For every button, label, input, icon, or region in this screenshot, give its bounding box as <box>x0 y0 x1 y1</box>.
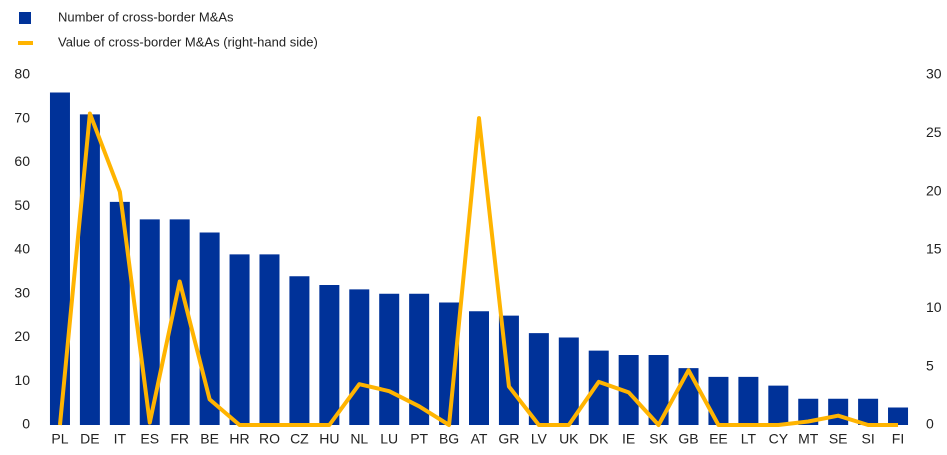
x-tick-label: EE <box>709 431 728 447</box>
y-tick-label: 70 <box>14 109 30 125</box>
bar <box>768 385 789 425</box>
bar <box>109 201 130 425</box>
x-tick-label: NL <box>350 431 368 447</box>
bar <box>648 355 669 425</box>
bar <box>738 376 759 425</box>
x-tick-label: PL <box>51 431 68 447</box>
x-tick-label: UK <box>559 431 579 447</box>
x-tick-label: HR <box>229 431 249 447</box>
x-tick-label: BG <box>439 431 459 447</box>
x-tick-label: FI <box>892 431 904 447</box>
bar <box>618 355 639 425</box>
bar <box>229 254 250 425</box>
bar <box>259 254 280 425</box>
x-tick-label: LU <box>380 431 398 447</box>
legend-label: Number of cross-border M&As <box>58 9 234 24</box>
x-tick-label: CY <box>769 431 789 447</box>
bar <box>409 293 430 425</box>
x-tick-label: BE <box>200 431 219 447</box>
x-tick-label: SK <box>649 431 668 447</box>
y2-tick-label: 5 <box>926 357 934 373</box>
y-tick-label: 10 <box>14 372 30 388</box>
x-tick-label: LT <box>741 431 757 447</box>
bar <box>528 333 549 425</box>
legend-label: Value of cross-border M&As (right-hand s… <box>58 34 318 49</box>
bar <box>289 276 310 425</box>
y2-tick-label: 10 <box>926 299 942 315</box>
y2-tick-label: 20 <box>926 182 942 198</box>
bar <box>49 92 70 425</box>
bar <box>678 368 699 425</box>
y-tick-label: 50 <box>14 197 30 213</box>
x-tick-label: DE <box>80 431 99 447</box>
y-tick-label: 20 <box>14 328 30 344</box>
bar <box>169 219 190 425</box>
bar <box>469 311 489 425</box>
x-tick-label: PT <box>410 431 428 447</box>
bar <box>708 376 729 425</box>
y2-tick-label: 0 <box>926 416 934 432</box>
bar <box>588 350 609 425</box>
x-tick-label: GR <box>498 431 519 447</box>
bar <box>79 114 100 425</box>
x-tick-label: CZ <box>290 431 309 447</box>
x-tick-label: SE <box>829 431 848 447</box>
x-tick-label: FR <box>170 431 189 447</box>
y-tick-label: 30 <box>14 284 30 300</box>
y-tick-label: 80 <box>14 66 30 82</box>
x-tick-label: GB <box>678 431 698 447</box>
y2-tick-label: 25 <box>926 124 942 140</box>
bar <box>558 337 579 425</box>
y2-tick-label: 30 <box>926 66 942 82</box>
bar <box>349 289 370 425</box>
bar <box>888 407 909 425</box>
legend-swatch <box>19 12 31 24</box>
y-tick-label: 40 <box>14 241 30 257</box>
y-tick-label: 0 <box>22 416 30 432</box>
bar <box>439 302 460 425</box>
x-tick-label: DK <box>589 431 609 447</box>
x-tick-label: RO <box>259 431 280 447</box>
bar <box>828 398 849 425</box>
x-tick-label: IE <box>622 431 635 447</box>
x-tick-label: LV <box>531 431 548 447</box>
x-tick-label: MT <box>798 431 819 447</box>
bar <box>798 398 819 425</box>
x-tick-label: ES <box>140 431 159 447</box>
line <box>57 111 899 427</box>
x-tick-label: SI <box>861 431 874 447</box>
x-tick-label: HU <box>319 431 339 447</box>
bar <box>319 285 340 425</box>
y2-tick-label: 15 <box>926 241 942 257</box>
x-tick-label: AT <box>471 431 488 447</box>
y-tick-label: 60 <box>14 153 30 169</box>
x-tick-label: IT <box>114 431 127 447</box>
bar <box>379 293 400 425</box>
bar <box>858 398 879 425</box>
